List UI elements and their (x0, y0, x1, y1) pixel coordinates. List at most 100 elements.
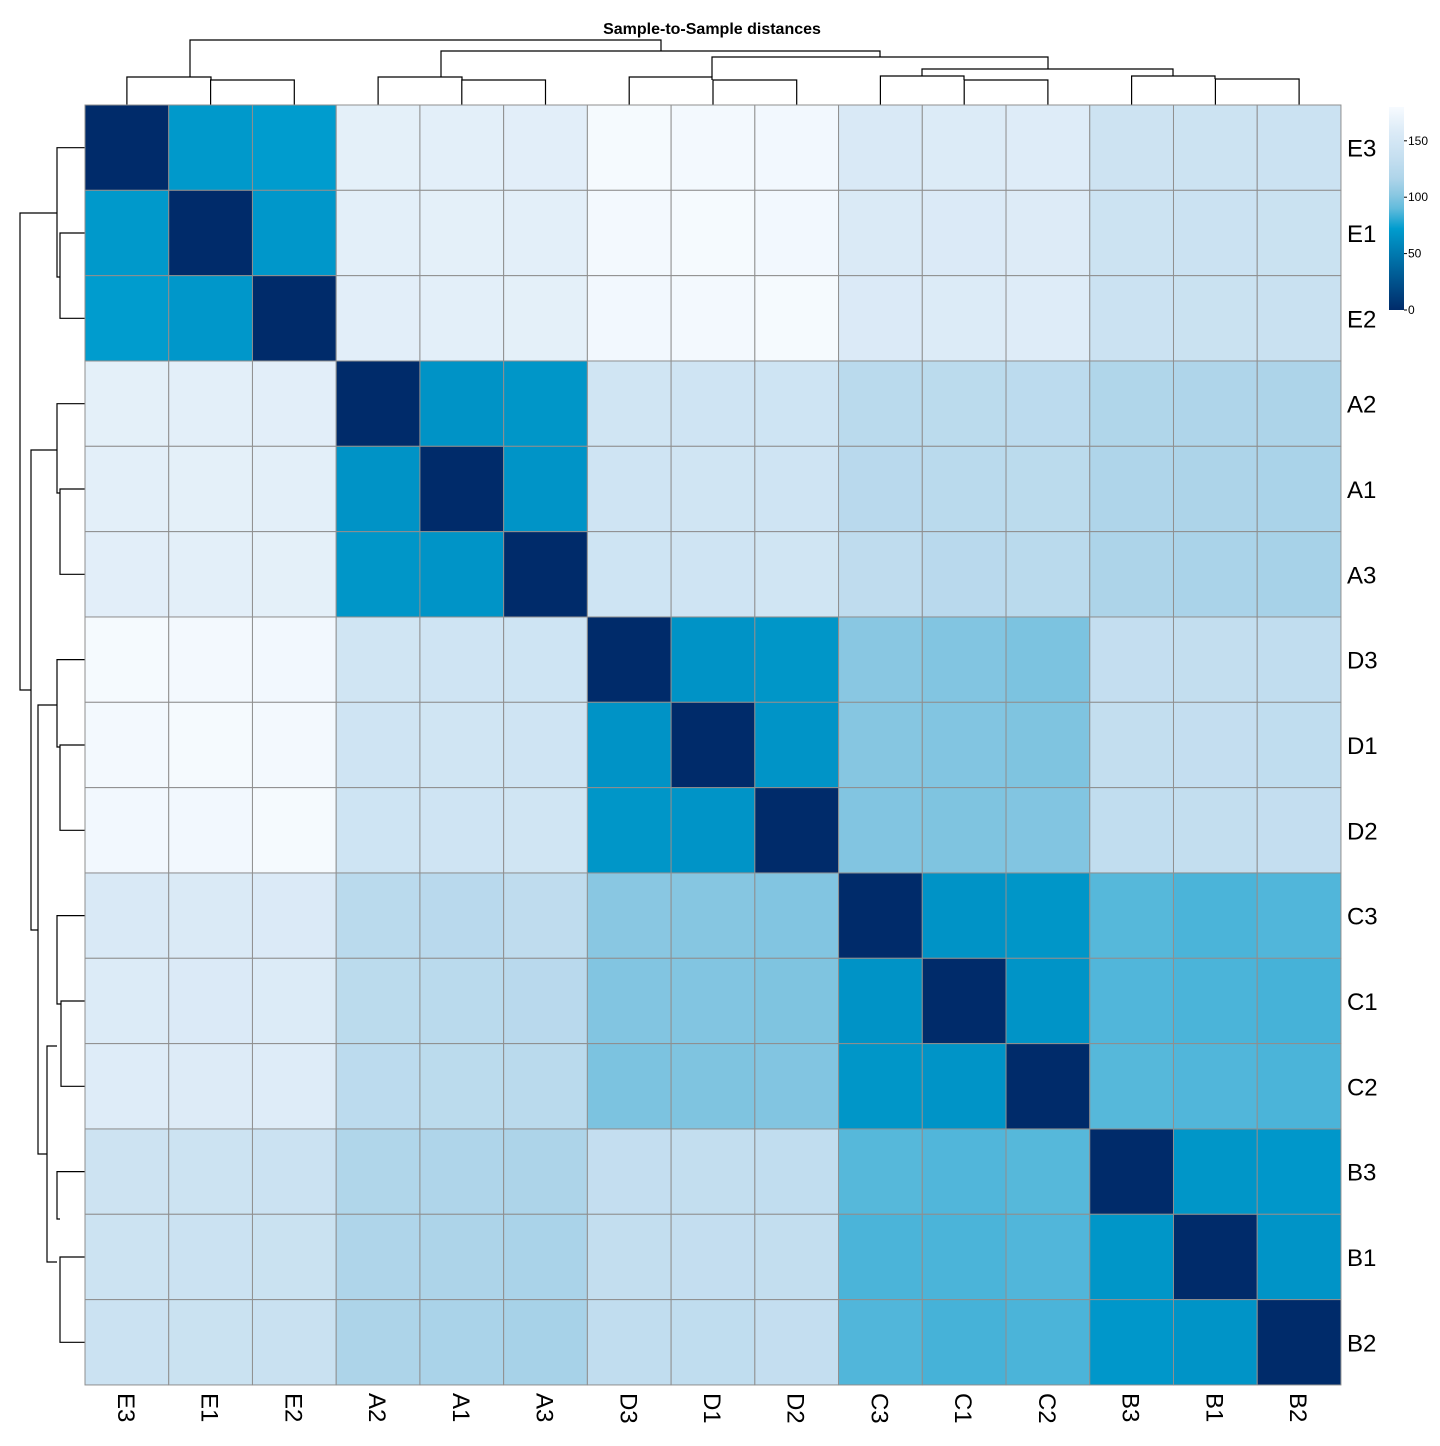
heatmap-cell-D3-A2 (335, 616, 421, 703)
heatmap-cell-C1-A2 (335, 957, 421, 1045)
heatmap-cell-C1-B1 (1172, 957, 1258, 1045)
heatmap-cell-B2-E2 (251, 1299, 337, 1386)
row-label-E3: E3 (1347, 136, 1376, 163)
heatmap-cell-C2-B2 (1256, 1043, 1342, 1130)
heatmap-cell-E2-B2 (1256, 275, 1342, 362)
heatmap-cell-B1-A1 (419, 1213, 505, 1301)
heatmap-cell-B1-B2 (1256, 1213, 1342, 1301)
row-label-C3: C3 (1347, 904, 1378, 931)
heatmap-cell-E1-A2 (335, 189, 421, 277)
heatmap-cell-A1-C2 (1005, 445, 1091, 533)
heatmap-cell-D3-A1 (419, 616, 505, 703)
heatmap-cell-B3-A2 (335, 1128, 421, 1215)
heatmap-cell-A3-E3 (84, 531, 170, 618)
column-dendrogram (126, 39, 1300, 105)
heatmap-cell-A3-A3 (503, 531, 588, 618)
heatmap-cell-D2-B1 (1172, 787, 1258, 874)
color-legend: 0 50 100 150 (1389, 107, 1428, 317)
heatmap-cell-A2-B2 (1256, 360, 1342, 447)
heatmap-cell-A3-E2 (251, 531, 337, 618)
heatmap-cell-D1-E2 (251, 701, 337, 789)
heatmap-cell-A2-A2 (335, 360, 421, 447)
heatmap-cell-D3-B3 (1089, 616, 1174, 703)
heatmap-cell-B3-C3 (838, 1128, 923, 1215)
heatmap-cell-A2-C2 (1005, 360, 1091, 447)
row-label-D2: D2 (1347, 818, 1378, 845)
heatmap-cell-E1-A1 (419, 189, 505, 277)
row-label-D1: D1 (1347, 733, 1378, 760)
row-dendrogram-branch-2 (59, 488, 85, 575)
heatmap-cell-D1-D2 (754, 701, 840, 789)
heatmap-cell-A2-E1 (168, 360, 253, 447)
heatmap-cell-A1-D2 (754, 445, 840, 533)
heatmap-cell-C3-C1 (921, 872, 1007, 959)
heatmap-cell-A1-B1 (1172, 445, 1258, 533)
heatmap-cell-D3-B1 (1172, 616, 1258, 703)
row-dendrogram-branch-1 (56, 147, 85, 278)
heatmap-cell-C2-D2 (754, 1043, 840, 1130)
heatmap-cell-E3-D2 (754, 104, 840, 191)
heatmap-cell-C2-E2 (251, 1043, 337, 1130)
row-labels: E3 E1 E2 A2 A1 A3 D3 D1 D2 C3 C1 C2 B3 B1 B2 (1347, 136, 1378, 1358)
column-label-B2: B2 (1284, 1393, 1311, 1422)
heatmap-cell-B2-D2 (754, 1299, 840, 1386)
row-dendrogram-branch-3 (56, 403, 85, 494)
heatmap-cell-E1-D3 (586, 189, 672, 277)
heatmap-cell-E3-E3 (84, 104, 170, 191)
column-label-A2: A2 (363, 1393, 390, 1422)
heatmap-cell-A1-C1 (921, 445, 1007, 533)
heatmap-cell-A1-A1 (419, 445, 505, 533)
heatmap-cell-E1-D1 (670, 189, 756, 277)
column-dendrogram-branch-2 (461, 79, 547, 105)
heatmap-cell-C3-E2 (251, 872, 337, 959)
heatmap-cell-B3-E3 (84, 1128, 170, 1215)
heatmap-cell-D2-A3 (503, 787, 588, 874)
heatmap-cell-D1-A2 (335, 701, 421, 789)
color-legend-tick-50: 50 (1408, 247, 1422, 261)
heatmap-cell-D3-E3 (84, 616, 170, 703)
heatmap-cell-B1-D3 (586, 1213, 672, 1301)
heatmap-cell-E1-C3 (838, 189, 923, 277)
heatmap-cell-E2-E3 (84, 275, 170, 362)
heatmap-cell-C1-B3 (1089, 957, 1174, 1045)
heatmap-cell-E2-C2 (1005, 275, 1091, 362)
heatmap-cell-A3-C3 (838, 531, 923, 618)
heatmap-cell-A1-B3 (1089, 445, 1174, 533)
column-dendrogram-branch-8 (1214, 78, 1300, 105)
heatmap-cells (84, 104, 1342, 1386)
heatmap-cell-B1-A2 (335, 1213, 421, 1301)
heatmap-cell-B3-C1 (921, 1128, 1007, 1215)
heatmap-cell-E1-D2 (754, 189, 840, 277)
color-legend-tick-100: 100 (1408, 190, 1428, 204)
heatmap-cell-C3-C2 (1005, 872, 1091, 959)
heatmap-cell-C3-E3 (84, 872, 170, 959)
heatmap-cell-A2-D2 (754, 360, 840, 447)
heatmap-cell-E2-E2 (251, 275, 337, 362)
heatmap-cell-C2-A3 (503, 1043, 588, 1130)
row-label-E1: E1 (1347, 221, 1376, 248)
heatmap-cell-B1-E1 (168, 1213, 253, 1301)
heatmap-cell-B1-B1 (1172, 1213, 1258, 1301)
column-label-A1: A1 (447, 1393, 474, 1422)
heatmap-cell-B2-E3 (84, 1299, 170, 1386)
heatmap-cell-D2-C2 (1005, 787, 1091, 874)
column-label-C3: C3 (865, 1393, 892, 1424)
heatmap-cell-B3-D1 (670, 1128, 756, 1215)
column-label-B1: B1 (1200, 1393, 1227, 1422)
heatmap-cell-A2-D3 (586, 360, 672, 447)
heatmap-cell-A1-D3 (586, 445, 672, 533)
heatmap-cell-C1-E2 (251, 957, 337, 1045)
row-label-C2: C2 (1347, 1074, 1378, 1101)
heatmap-cell-D2-C1 (921, 787, 1007, 874)
heatmap-cell-D2-A2 (335, 787, 421, 874)
column-dendrogram-branch-12 (440, 50, 881, 77)
heatmap-cell-A2-D1 (670, 360, 756, 447)
heatmap-cell-B1-C3 (838, 1213, 923, 1301)
heatmap-cell-E3-C3 (838, 104, 923, 191)
heatmap-cell-E3-D1 (670, 104, 756, 191)
heatmap-cell-A2-B3 (1089, 360, 1174, 447)
heatmap-cell-D1-E1 (168, 701, 253, 789)
heatmap-cell-C1-C3 (838, 957, 923, 1045)
heatmap-cell-E2-D2 (754, 275, 840, 362)
heatmap-cell-A2-E2 (251, 360, 337, 447)
